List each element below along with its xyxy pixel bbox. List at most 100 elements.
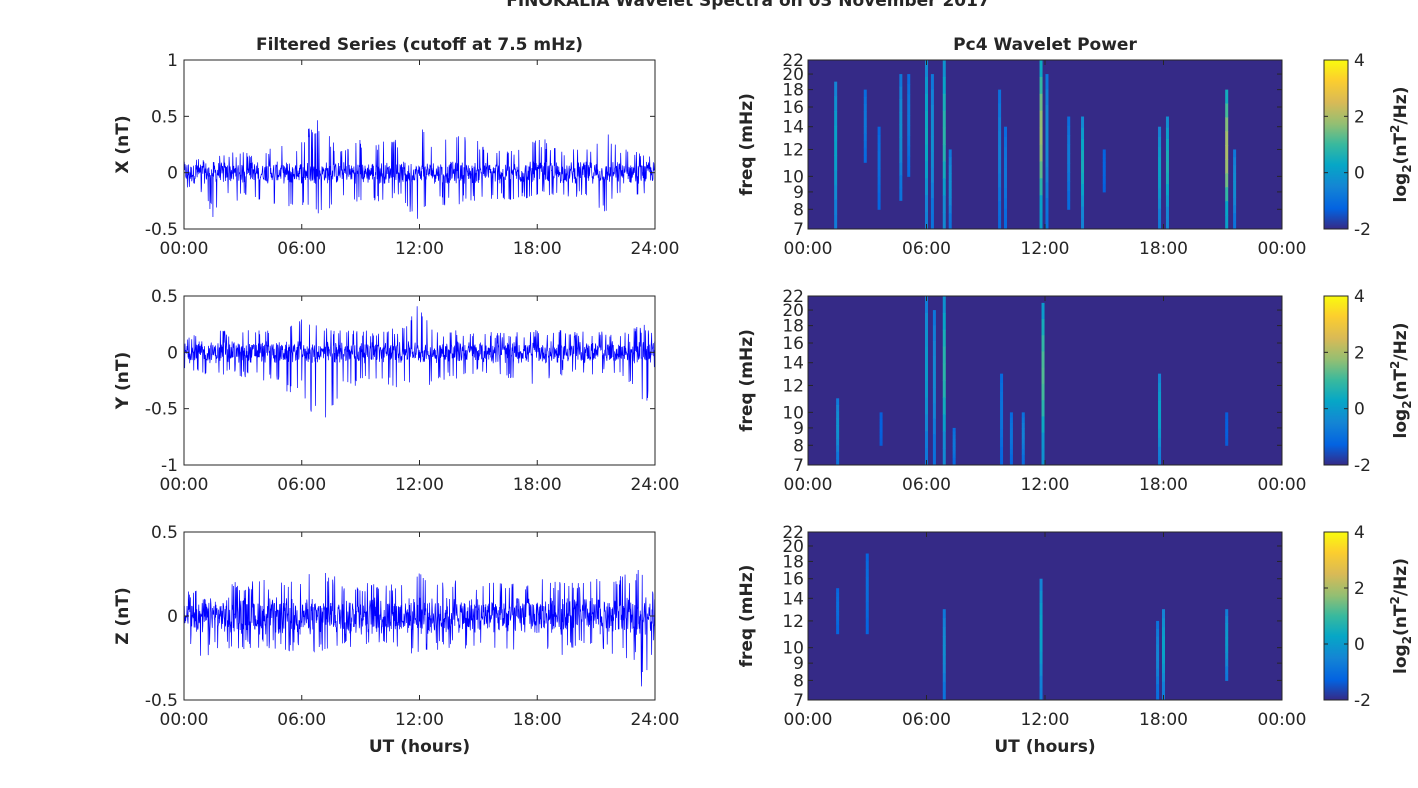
y-tick-label: 16 <box>782 570 804 590</box>
power-streak <box>952 427 956 433</box>
colorbar-label: log2(nT2/Hz) <box>1388 87 1414 203</box>
power-streak <box>1045 136 1049 153</box>
x-tick-label: 06:00 <box>902 475 951 495</box>
power-streak <box>1039 178 1043 196</box>
power-streak <box>925 161 928 179</box>
power-streak <box>952 431 956 436</box>
power-streak <box>1004 136 1007 148</box>
power-streak <box>1041 367 1045 385</box>
power-streak <box>1162 627 1165 637</box>
power-streak <box>1081 206 1085 219</box>
power-streak <box>932 372 936 389</box>
power-streak <box>1162 681 1165 692</box>
power-streak <box>1000 391 1004 402</box>
power-streak <box>942 127 946 145</box>
power-streak <box>1165 195 1169 208</box>
power-streak <box>1039 687 1043 701</box>
power-streak <box>1156 652 1160 661</box>
power-streak <box>1045 213 1049 230</box>
power-streak <box>1158 167 1162 179</box>
power-streak <box>998 187 1002 202</box>
power-streak <box>1081 184 1085 196</box>
power-streak <box>1041 448 1045 466</box>
y-tick-label: 22 <box>782 51 804 71</box>
power-streak <box>948 165 952 174</box>
colorbar-label: log2(nT2/Hz) <box>1388 558 1414 674</box>
power-streak <box>998 89 1002 105</box>
power-streak <box>1162 645 1165 656</box>
power-streak <box>1158 126 1162 138</box>
power-streak <box>1067 200 1071 210</box>
power-streak <box>1045 182 1049 199</box>
y-tick-label: -0.5 <box>145 691 178 711</box>
power-streak <box>1102 183 1106 189</box>
power-streak <box>1158 410 1162 420</box>
power-streak <box>932 325 936 342</box>
colorbar-label-part: (nT <box>1391 133 1411 165</box>
power-streak <box>899 187 903 201</box>
y-tick-label: 20 <box>782 537 804 557</box>
power-streak <box>942 627 946 637</box>
power-streak <box>1225 435 1229 440</box>
power-streak <box>834 81 838 97</box>
power-streak <box>925 110 928 129</box>
power-streak <box>907 74 911 85</box>
power-streak <box>834 214 838 230</box>
colorbar-tick-label: 0 <box>1354 164 1365 184</box>
power-streak <box>836 606 840 612</box>
power-streak <box>836 451 840 459</box>
power-streak <box>1158 147 1162 158</box>
power-streak <box>865 553 869 563</box>
power-streak <box>942 431 946 449</box>
power-streak <box>879 425 883 430</box>
power-streak <box>942 363 946 381</box>
power-streak <box>836 615 840 621</box>
power-streak <box>952 461 956 466</box>
y-tick-label: 8 <box>793 671 804 691</box>
x-tick-label: 00:00 <box>1258 239 1307 259</box>
power-streak <box>1009 422 1013 429</box>
power-streak <box>998 117 1002 132</box>
power-streak <box>930 74 934 91</box>
power-streak <box>932 418 936 435</box>
timeseries-panel-1: -0.5 0 0.5 1 00:00 06:00 12:00 18:00 24:00 X (nT)… <box>113 35 680 259</box>
power-streak <box>1004 147 1007 158</box>
power-streak <box>930 213 934 230</box>
power-streak <box>942 663 946 674</box>
power-streak <box>1039 639 1043 652</box>
y-axis-label: X (nT) <box>113 115 133 173</box>
power-streak <box>877 159 881 169</box>
x-tick-label: 18:00 <box>513 475 562 495</box>
y-tick-label: 10 <box>782 167 804 187</box>
y-tick-label: 22 <box>782 523 804 543</box>
power-streak <box>1081 139 1085 151</box>
power-streak <box>925 212 928 230</box>
power-streak <box>1045 105 1049 122</box>
power-streak <box>998 201 1002 216</box>
colorbar-tick-label: 4 <box>1354 51 1365 71</box>
colorbar-label-part: 2 <box>1388 361 1402 369</box>
power-streak <box>1158 401 1162 411</box>
figure-title: FINOKALIA Wavelet Spectra on 03 November… <box>506 0 990 11</box>
power-streak <box>948 181 952 190</box>
power-streak <box>1158 419 1162 429</box>
power-streak <box>1021 449 1025 455</box>
power-streak <box>948 221 952 230</box>
power-streak <box>1021 433 1025 440</box>
power-streak <box>907 155 911 167</box>
power-streak <box>1158 188 1162 199</box>
power-streak <box>942 681 946 692</box>
power-streak <box>1225 159 1229 174</box>
power-streak <box>1225 187 1229 202</box>
power-streak <box>952 450 956 455</box>
power-streak <box>942 414 946 432</box>
power-streak <box>1225 425 1229 430</box>
power-streak <box>1067 116 1071 127</box>
power-streak <box>907 84 911 96</box>
colorbar-label-part: /Hz) <box>1391 87 1411 125</box>
colorbar-tick-label: 2 <box>1354 343 1365 363</box>
power-streak <box>1156 684 1160 693</box>
power-streak <box>879 418 883 423</box>
power-streak <box>1009 428 1013 434</box>
